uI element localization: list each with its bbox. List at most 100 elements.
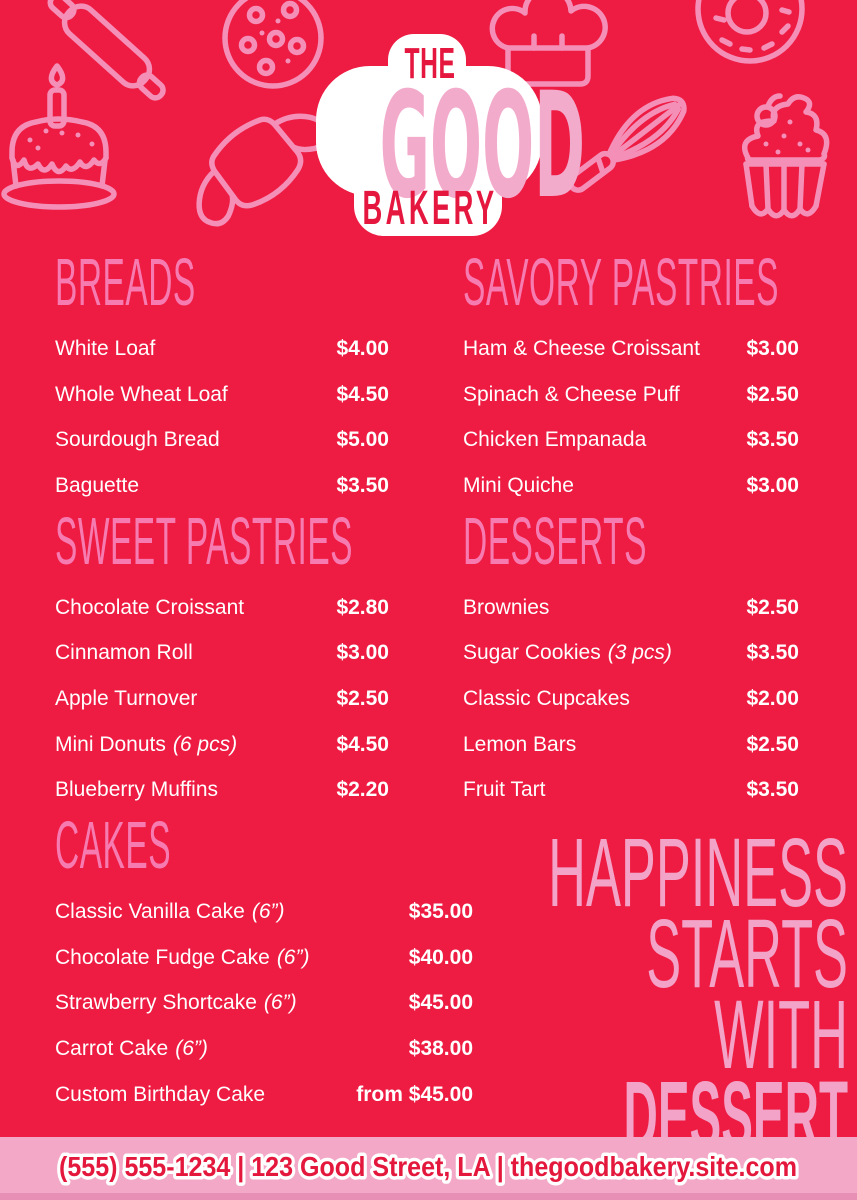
menu-item-row: Apple Turnover $2.50 <box>55 676 389 722</box>
logo: THE GOOD BAKERY <box>310 28 585 240</box>
item-note: (6”) <box>276 945 310 969</box>
item-price: $2.50 <box>746 382 799 406</box>
section-breads: BREADS White Loaf $4.00 Whole Wheat Loaf $… <box>55 245 389 509</box>
menu-item-row: White Loaf $4.00 <box>55 326 389 372</box>
item-name: Ham & Cheese Croissant <box>463 336 700 360</box>
item-price: $2.20 <box>336 778 389 802</box>
section-savory-pastries: SAVORY PASTRIES Ham & Cheese Croissant $3… <box>463 245 799 509</box>
item-name: Sourdough Bread <box>55 428 220 452</box>
menu-item-row: Sourdough Bread $5.00 <box>55 417 389 463</box>
item-name: White Loaf <box>55 336 156 360</box>
item-price: $2.80 <box>336 595 389 619</box>
footer-contact-svg: (555) 555-1234 | 123 Good Street, LA | t… <box>56 1148 801 1186</box>
item-name: Classic Cupcakes <box>463 686 630 710</box>
item-name: Chocolate Fudge Cake (6”) <box>55 945 310 969</box>
tagline-line-1: HAPPINESS <box>548 818 848 927</box>
item-name: Fruit Tart <box>463 778 546 802</box>
item-price: $4.50 <box>336 382 389 406</box>
item-name: Carrot Cake (6”) <box>55 1037 208 1061</box>
cupcake-icon <box>741 93 830 219</box>
menu-item-row: Baguette $3.50 <box>55 463 389 509</box>
tagline-line-2: STARTS <box>646 899 848 1008</box>
item-price: $2.00 <box>746 686 799 710</box>
menu-item-row: Fruit Tart $3.50 <box>463 768 799 814</box>
menu-band-1: BREADS White Loaf $4.00 Whole Wheat Loaf $… <box>55 245 799 509</box>
item-name: Spinach & Cheese Puff <box>463 382 680 406</box>
item-note: (3 pcs) <box>607 641 672 665</box>
item-name: Cinnamon Roll <box>55 641 193 665</box>
birthday-cake-icon <box>1 63 117 210</box>
section-title: BREADS <box>55 245 196 320</box>
menu-item-row: Chocolate Croissant $2.80 <box>55 585 389 631</box>
item-note: (6”) <box>251 900 285 924</box>
menu-item-row: Mini Quiche $3.00 <box>463 463 799 509</box>
menu-item-row: Chicken Empanada $3.50 <box>463 417 799 463</box>
item-name: Baguette <box>55 473 140 497</box>
logo-word-the: THE <box>404 39 456 88</box>
menu-item-row: Classic Vanilla Cake (6”) $35.00 <box>55 889 473 935</box>
footer-contact-text: (555) 555-1234 | 123 Good Street, LA | t… <box>59 1151 797 1182</box>
item-name: Chicken Empanada <box>463 428 647 452</box>
menu-item-row: Custom Birthday Cake from $45.00 <box>55 1072 473 1118</box>
item-note: (6”) <box>175 1037 208 1061</box>
menu-item-row: Brownies $2.50 <box>463 585 799 631</box>
whisk-icon <box>567 95 687 193</box>
menu-item-row: Cinnamon Roll $3.00 <box>55 630 389 676</box>
item-price: $5.00 <box>336 428 389 452</box>
menu-band-2: SWEET PASTRIES Chocolate Croissant $2.80 … <box>55 503 799 814</box>
logo-blob <box>316 34 542 236</box>
item-price: from $45.00 <box>356 1082 473 1106</box>
item-price: $3.50 <box>746 641 799 665</box>
item-price: $2.50 <box>746 732 799 756</box>
menu-item-row: Sugar Cookies (3 pcs) $3.50 <box>463 630 799 676</box>
item-name: Strawberry Shortcake (6”) <box>55 991 297 1015</box>
item-price: $3.50 <box>336 473 389 497</box>
section-title: DESSERTS <box>463 503 647 579</box>
footer-bar: (555) 555-1234 | 123 Good Street, LA | t… <box>0 1137 857 1200</box>
item-price: $4.00 <box>336 336 389 360</box>
item-name: Blueberry Muffins <box>55 778 219 802</box>
menu-item-row: Carrot Cake (6”) $38.00 <box>55 1026 473 1072</box>
item-price: $45.00 <box>408 991 473 1015</box>
section-title: SWEET PASTRIES <box>55 503 354 579</box>
item-price: $40.00 <box>408 945 473 969</box>
item-price: $38.00 <box>408 1037 473 1061</box>
item-note: (6”) <box>263 991 297 1015</box>
menu-item-row: Lemon Bars $2.50 <box>463 722 799 768</box>
donut-icon <box>695 0 805 64</box>
menu: BREADS White Loaf $4.00 Whole Wheat Loaf $… <box>55 245 799 1118</box>
logo-word-bakery: BAKERY <box>362 182 498 235</box>
item-price: $3.00 <box>746 336 799 360</box>
section-sweet-pastries: SWEET PASTRIES Chocolate Croissant $2.80 … <box>55 503 389 814</box>
menu-item-row: Ham & Cheese Croissant $3.00 <box>463 326 799 372</box>
item-price: $35.00 <box>408 900 473 924</box>
menu-item-row: Strawberry Shortcake (6”) $45.00 <box>55 981 473 1027</box>
item-name: Brownies <box>463 595 550 619</box>
item-name: Custom Birthday Cake <box>55 1082 266 1106</box>
rolling-pin-icon <box>47 0 166 101</box>
item-price: $4.50 <box>336 732 389 756</box>
section-desserts: DESSERTS Brownies $2.50 Sugar Cookies (3 p… <box>463 503 799 814</box>
item-name: Mini Donuts (6 pcs) <box>55 732 238 756</box>
menu-item-row: Blueberry Muffins $2.20 <box>55 768 389 814</box>
item-price: $2.50 <box>746 595 799 619</box>
item-name: Sugar Cookies (3 pcs) <box>463 641 672 665</box>
item-name: Whole Wheat Loaf <box>55 382 228 406</box>
menu-item-row: Classic Cupcakes $2.00 <box>463 676 799 722</box>
item-name: Apple Turnover <box>55 686 198 710</box>
menu-item-row: Whole Wheat Loaf $4.50 <box>55 372 389 418</box>
item-price: $3.50 <box>746 778 799 802</box>
section-title: SAVORY PASTRIES <box>463 245 779 320</box>
item-name: Lemon Bars <box>463 732 577 756</box>
item-name: Mini Quiche <box>463 473 574 497</box>
item-note: (6 pcs) <box>172 732 238 756</box>
menu-item-row: Chocolate Fudge Cake (6”) $40.00 <box>55 935 473 981</box>
item-name: Classic Vanilla Cake (6”) <box>55 900 285 924</box>
item-price: $3.00 <box>746 473 799 497</box>
section-cakes: CAKES Classic Vanilla Cake (6”) $35.00 Cho… <box>55 811 473 1118</box>
item-price: $3.00 <box>336 641 389 665</box>
item-price: $2.50 <box>336 686 389 710</box>
cookie-icon <box>222 0 324 89</box>
tagline-line-3: WITH <box>714 980 848 1089</box>
